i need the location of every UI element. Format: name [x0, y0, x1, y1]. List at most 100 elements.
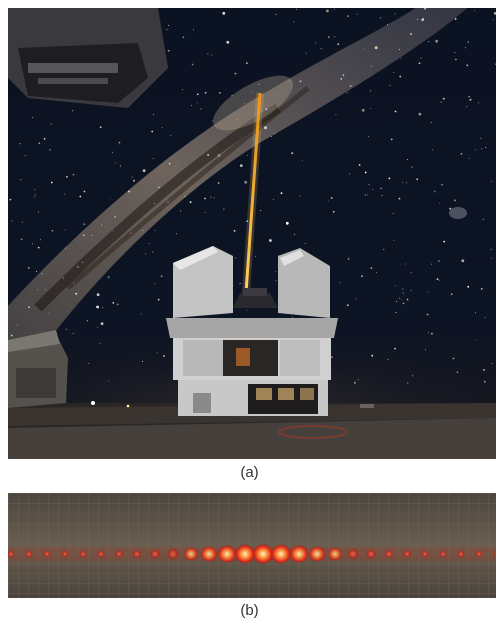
star: [167, 24, 169, 26]
star: [469, 99, 472, 101]
star: [210, 196, 212, 198]
star: [75, 292, 78, 295]
star: [315, 42, 317, 44]
star: [364, 171, 367, 174]
star: [371, 65, 372, 67]
star: [337, 43, 340, 46]
star: [394, 13, 396, 15]
star: [246, 220, 249, 223]
star: [342, 74, 345, 77]
star: [158, 186, 160, 189]
star: [346, 15, 349, 17]
star: [239, 283, 241, 284]
star: [20, 179, 22, 181]
diffraction-spot: [8, 550, 15, 558]
star: [426, 313, 429, 316]
star: [305, 52, 307, 54]
diffraction-spot: [384, 549, 394, 559]
star: [260, 210, 262, 211]
star: [43, 138, 46, 140]
star: [349, 85, 352, 87]
star: [420, 57, 422, 59]
star: [196, 102, 198, 104]
star: [393, 72, 395, 74]
star: [475, 312, 476, 314]
star: [468, 95, 470, 98]
star: [19, 143, 21, 145]
star: [83, 190, 86, 193]
star: [398, 297, 400, 299]
star: [466, 106, 468, 108]
star: [51, 229, 54, 232]
diffraction-spot: [24, 550, 34, 558]
star: [86, 320, 88, 322]
star: [16, 324, 18, 326]
star: [452, 357, 455, 360]
star: [44, 289, 46, 291]
star: [211, 54, 213, 56]
star: [63, 193, 65, 195]
star: [346, 92, 348, 94]
star: [394, 347, 396, 350]
star: [411, 166, 413, 168]
star: [236, 118, 238, 120]
star: [72, 333, 74, 334]
diffraction-spot: [270, 543, 292, 565]
caption-b: (b): [240, 602, 259, 619]
diffraction-spot: [114, 549, 124, 559]
star: [475, 339, 477, 341]
star: [275, 271, 277, 272]
star: [231, 94, 233, 96]
star: [474, 10, 476, 12]
star: [152, 251, 154, 253]
star: [381, 194, 383, 196]
star: [301, 160, 303, 162]
star: [244, 102, 246, 104]
star: [402, 182, 404, 184]
star: [50, 123, 52, 125]
star: [218, 92, 221, 94]
star: [398, 197, 401, 200]
star: [433, 190, 436, 193]
star: [491, 363, 493, 365]
star: [366, 194, 368, 196]
star: [82, 234, 85, 237]
star: [48, 312, 50, 314]
star: [410, 272, 412, 274]
star: [402, 288, 404, 290]
star: [299, 195, 301, 197]
star: [466, 64, 469, 67]
star: [467, 285, 470, 288]
star: [82, 261, 84, 263]
star: [438, 260, 440, 262]
star: [361, 108, 365, 112]
star: [332, 210, 335, 213]
star: [251, 91, 252, 93]
star: [424, 349, 426, 351]
star: [330, 197, 333, 199]
star: [326, 9, 329, 13]
star: [394, 110, 397, 113]
observatory: [166, 246, 338, 416]
diffraction-spot: [252, 543, 274, 565]
star: [291, 316, 293, 318]
star: [184, 195, 186, 197]
star: [289, 80, 290, 82]
star: [480, 288, 483, 290]
star: [435, 39, 438, 43]
star: [354, 381, 356, 384]
star: [294, 233, 296, 235]
diffraction-spot: [234, 543, 256, 565]
star: [481, 148, 483, 150]
star: [335, 114, 337, 116]
star: [217, 182, 220, 184]
star: [168, 162, 171, 165]
star: [72, 173, 75, 176]
star: [402, 302, 405, 305]
star: [239, 164, 243, 168]
star: [331, 356, 333, 359]
star: [145, 253, 147, 255]
star: [196, 93, 199, 96]
star: [395, 300, 397, 302]
star: [285, 221, 289, 225]
